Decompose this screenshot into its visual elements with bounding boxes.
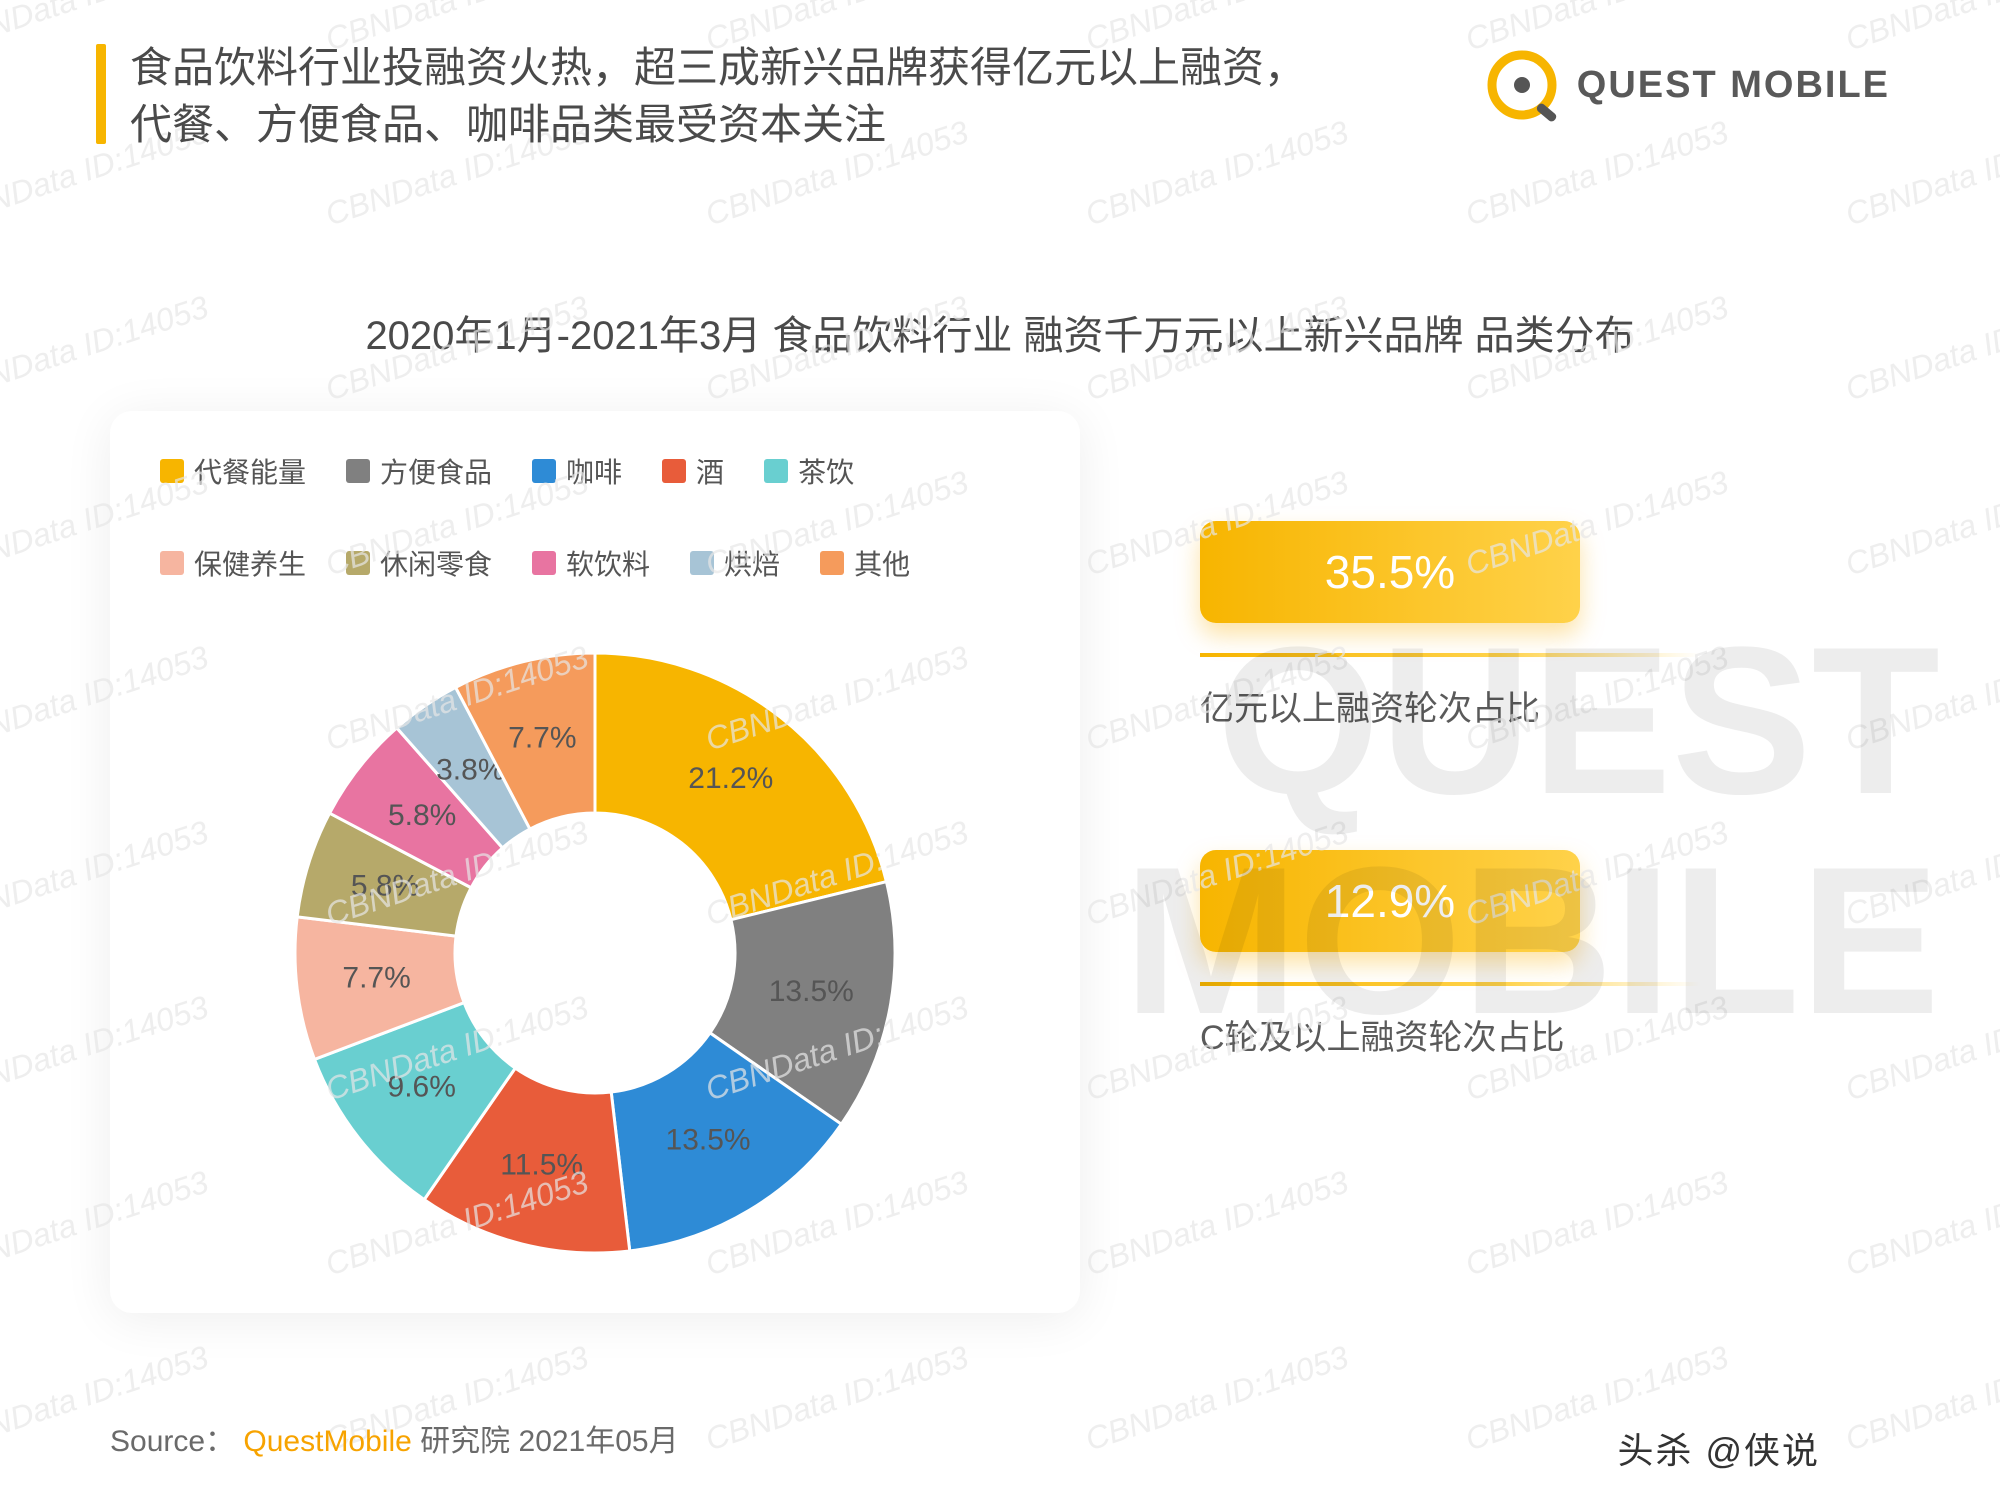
source-highlight: QuestMobile [243,1425,411,1458]
legend-item: 方便食品 [346,451,492,491]
title-line-2: 代餐、方便食品、咖啡品类最受资本关注 [130,97,1306,154]
legend-label: 其他 [854,543,910,583]
legend-swatch [690,551,714,575]
legend-label: 软饮料 [566,543,650,583]
legend-item: 其他 [820,543,910,583]
chart-legend: 代餐能量 方便食品 咖啡 酒 茶饮保健养生 休闲零食 软饮料 烘焙 其他 [160,451,1030,583]
donut-chart: 21.2%13.5%13.5%11.5%9.6%7.7%5.8%5.8%3.8%… [275,613,915,1253]
legend-item: 休闲零食 [346,543,492,583]
donut-slice-label: 13.5% [666,1124,751,1157]
stats-region: 35.5% 亿元以上融资轮次占比 12.9% C轮及以上融资轮次占比 [1200,411,1840,1179]
source-tail: 研究院 2021年05月 [420,1425,678,1458]
legend-swatch [346,459,370,483]
legend-item: 代餐能量 [160,451,306,491]
stat-caption: C轮及以上融资轮次占比 [1200,1010,1840,1059]
donut-slice-label: 13.5% [769,975,854,1008]
legend-swatch [764,459,788,483]
logo-text: QUEST MOBILE [1577,64,1890,107]
legend-label: 烘焙 [724,543,780,583]
source-label: Source： [110,1425,235,1458]
legend-item: 保健养生 [160,543,306,583]
stat-caption: 亿元以上融资轮次占比 [1200,681,1840,730]
donut-card: 代餐能量 方便食品 咖啡 酒 茶饮保健养生 休闲零食 软饮料 烘焙 其他 21.2% 13.5% 1… [110,411,1080,1313]
legend-item: 咖啡 [532,451,622,491]
watermark-text: CBNData ID:14053 [1081,1339,1353,1459]
watermark-text: CBNData ID:14053 [701,1339,973,1459]
legend-swatch [346,551,370,575]
legend-swatch [662,459,686,483]
donut-slice-label: 9.6% [388,1071,456,1104]
legend-label: 代餐能量 [194,451,306,491]
brand-logo: QUEST MOBILE [1485,48,1890,122]
legend-label: 保健养生 [194,543,306,583]
legend-swatch [160,459,184,483]
page-title: 食品饮料行业投融资火热，超三成新兴品牌获得亿元以上融资， 代餐、方便食品、咖啡品… [110,40,1306,153]
stat-block: 12.9% C轮及以上融资轮次占比 [1200,850,1840,1059]
legend-label: 咖啡 [566,451,622,491]
legend-swatch [532,551,556,575]
donut-slice-label: 7.7% [342,962,410,995]
legend-item: 茶饮 [764,451,854,491]
chart-title: 2020年1月-2021年3月 食品饮料行业 融资千万元以上新兴品牌 品类分布 [0,303,2000,361]
source-footer: Source： QuestMobile 研究院 2021年05月 [110,1416,679,1460]
legend-label: 休闲零食 [380,543,492,583]
stat-block: 35.5% 亿元以上融资轮次占比 [1200,521,1840,730]
stat-underline [1200,653,1700,657]
stat-underline [1200,982,1700,986]
legend-swatch [532,459,556,483]
legend-label: 茶饮 [798,451,854,491]
watermark-text: CBNData ID:14053 [1841,1339,2000,1459]
legend-item: 软饮料 [532,543,650,583]
legend-label: 方便食品 [380,451,492,491]
logo-icon [1485,48,1559,122]
legend-item: 烘焙 [690,543,780,583]
legend-swatch [160,551,184,575]
legend-label: 酒 [696,451,724,491]
donut-slice-label: 7.7% [508,722,576,755]
legend-item: 酒 [662,451,724,491]
legend-swatch [820,551,844,575]
donut-slice-label: 5.8% [351,870,419,903]
stat-chip: 12.9% [1200,850,1580,952]
stat-chip: 35.5% [1200,521,1580,623]
donut-slice-label: 11.5% [500,1149,583,1182]
donut-slice-label: 5.8% [388,799,456,832]
title-line-1: 食品饮料行业投融资火热，超三成新兴品牌获得亿元以上融资， [130,40,1306,97]
donut-slice-label: 21.2% [688,762,773,795]
title-accent-bar [96,44,106,144]
attribution: 头杀 @侠说 [1617,1422,1820,1474]
